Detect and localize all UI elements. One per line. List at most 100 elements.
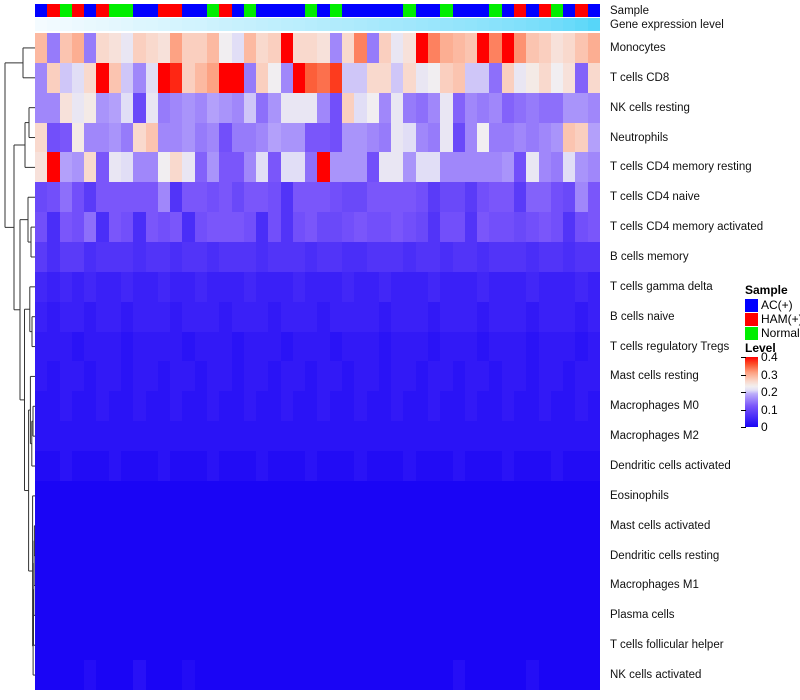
heatmap-cell bbox=[501, 242, 514, 272]
gene-expression-annotation-cell bbox=[342, 18, 355, 31]
heatmap-cell bbox=[71, 480, 85, 511]
heatmap-cell bbox=[415, 92, 428, 123]
sample-annotation-cell bbox=[575, 4, 588, 17]
heatmap-cell bbox=[219, 33, 232, 63]
heatmap-cell bbox=[219, 242, 232, 272]
row-dendrogram bbox=[0, 33, 35, 690]
heatmap-cell bbox=[526, 33, 539, 63]
heatmap-cell bbox=[329, 301, 343, 332]
heatmap-cell bbox=[305, 630, 318, 661]
heatmap-cell bbox=[366, 510, 379, 541]
heatmap-cell bbox=[84, 242, 97, 272]
heatmap-cell bbox=[157, 62, 171, 93]
heatmap-cell bbox=[501, 212, 514, 243]
heatmap-cell bbox=[563, 182, 576, 213]
heatmap-cell bbox=[587, 630, 600, 661]
heatmap-cell bbox=[268, 451, 281, 481]
heatmap-cell bbox=[268, 331, 281, 362]
heatmap-cell bbox=[305, 421, 318, 452]
gene-expression-annotation-cell bbox=[489, 18, 502, 31]
heatmap-cell bbox=[243, 122, 257, 153]
heatmap-cell bbox=[84, 92, 97, 123]
level-legend-title: Level bbox=[745, 341, 776, 355]
heatmap-cell bbox=[305, 152, 318, 183]
heatmap-cell bbox=[35, 271, 48, 302]
heatmap-cell bbox=[464, 301, 478, 332]
heatmap-cell bbox=[538, 271, 551, 302]
heatmap-cell bbox=[391, 331, 404, 362]
heatmap-cell bbox=[477, 62, 490, 93]
sample-annotation-cell bbox=[550, 4, 564, 17]
heatmap-cell bbox=[342, 212, 355, 243]
sample-annotation-cell bbox=[563, 4, 576, 17]
heatmap-cell bbox=[206, 600, 220, 631]
heatmap-cell bbox=[243, 480, 257, 511]
level-tick-mark bbox=[741, 374, 746, 376]
heatmap-cell bbox=[59, 152, 72, 183]
heatmap-cell bbox=[563, 152, 576, 183]
heatmap-cell bbox=[477, 242, 490, 272]
heatmap-cell bbox=[440, 480, 453, 511]
heatmap-cell bbox=[513, 242, 527, 272]
heatmap-cell bbox=[575, 331, 588, 362]
heatmap-cell bbox=[366, 242, 379, 272]
heatmap-cell bbox=[366, 391, 379, 422]
heatmap-cell bbox=[194, 630, 207, 661]
heatmap-cell bbox=[477, 271, 490, 302]
heatmap-cell bbox=[231, 331, 244, 362]
heatmap-cell bbox=[231, 660, 244, 690]
heatmap-cell bbox=[256, 62, 269, 93]
heatmap-cell bbox=[366, 62, 379, 93]
heatmap-cell bbox=[157, 540, 171, 571]
heatmap-cell bbox=[354, 271, 367, 302]
heatmap-cell bbox=[575, 182, 588, 213]
heatmap-cell bbox=[35, 630, 48, 661]
heatmap-cell bbox=[587, 570, 600, 601]
heatmap-cell bbox=[415, 600, 428, 631]
sample-annotation-cell bbox=[587, 4, 600, 17]
heatmap-cell bbox=[378, 630, 392, 661]
heatmap-cell bbox=[391, 242, 404, 272]
heatmap-cell bbox=[292, 301, 306, 332]
heatmap-cell bbox=[108, 242, 121, 272]
heatmap-cell bbox=[587, 451, 600, 481]
heatmap-cell bbox=[464, 421, 478, 452]
heatmap-row bbox=[35, 92, 600, 123]
heatmap-cell bbox=[452, 480, 465, 511]
sample-annotation-cell bbox=[513, 4, 527, 17]
heatmap-cell bbox=[292, 92, 306, 123]
row-label: T cells CD8 bbox=[610, 71, 670, 84]
heatmap-cell bbox=[157, 301, 171, 332]
gene-expression-annotation-cell bbox=[526, 18, 539, 31]
heatmap-cell bbox=[206, 212, 220, 243]
heatmap-cell bbox=[120, 451, 134, 481]
heatmap-cell bbox=[440, 212, 453, 243]
heatmap-cell bbox=[120, 361, 134, 392]
heatmap-cell bbox=[47, 660, 60, 690]
heatmap-cell bbox=[256, 660, 269, 690]
heatmap-cell bbox=[440, 570, 453, 601]
heatmap-cell bbox=[428, 62, 441, 93]
heatmap-cell bbox=[563, 301, 576, 332]
heatmap-cell bbox=[182, 570, 195, 601]
heatmap-cell bbox=[366, 600, 379, 631]
heatmap-cell bbox=[415, 480, 428, 511]
heatmap-cell bbox=[182, 480, 195, 511]
heatmap-cell bbox=[342, 600, 355, 631]
heatmap-cell bbox=[415, 122, 428, 153]
level-tick-mark bbox=[741, 392, 746, 393]
heatmap-cell bbox=[501, 271, 514, 302]
heatmap-cell bbox=[170, 212, 183, 243]
heatmap-cell bbox=[96, 630, 109, 661]
heatmap-cell bbox=[489, 301, 502, 332]
row-label: B cells memory bbox=[610, 250, 689, 263]
heatmap-cell bbox=[440, 391, 453, 422]
heatmap-cell bbox=[231, 361, 244, 392]
heatmap-cell bbox=[96, 570, 109, 601]
heatmap-cell bbox=[563, 62, 576, 93]
heatmap-cell bbox=[403, 122, 416, 153]
heatmap-cell bbox=[526, 510, 539, 541]
heatmap-cell bbox=[243, 421, 257, 452]
heatmap-cell bbox=[575, 212, 588, 243]
heatmap-cell bbox=[538, 152, 551, 183]
